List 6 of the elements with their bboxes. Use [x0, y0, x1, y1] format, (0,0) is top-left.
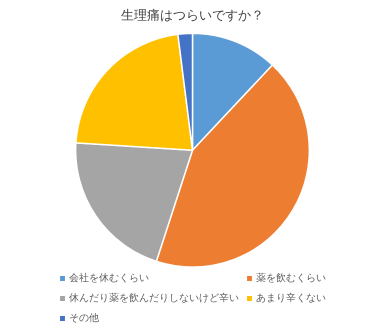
legend-label: 薬を飲むくらい: [256, 272, 326, 285]
chart-title: 生理痛はつらいですか？: [121, 8, 264, 22]
legend-label: 休んだり薬を飲んだりしないけど辛い: [69, 292, 239, 305]
legend-label: あまり辛くない: [256, 292, 326, 305]
legend-label: その他: [69, 312, 99, 325]
legend-label: 会社を休むくらい: [69, 272, 149, 285]
